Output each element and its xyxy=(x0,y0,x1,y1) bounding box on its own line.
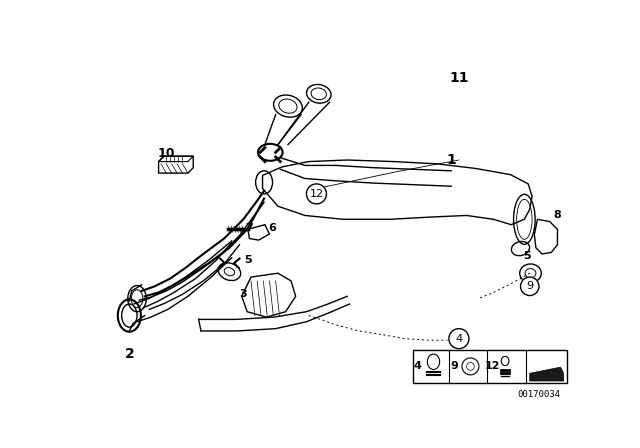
Text: 11: 11 xyxy=(449,71,468,86)
Text: 5: 5 xyxy=(523,250,531,260)
FancyBboxPatch shape xyxy=(413,350,566,383)
Text: 9: 9 xyxy=(526,281,533,291)
Polygon shape xyxy=(530,367,564,381)
Text: 1: 1 xyxy=(446,153,456,167)
Text: 2: 2 xyxy=(124,347,134,361)
Text: 7: 7 xyxy=(246,223,253,233)
Text: 4: 4 xyxy=(413,362,421,371)
Circle shape xyxy=(449,329,469,349)
Text: 10: 10 xyxy=(157,147,175,160)
Text: 9: 9 xyxy=(451,362,458,371)
Text: 12: 12 xyxy=(309,189,323,199)
Text: 6: 6 xyxy=(269,223,276,233)
Circle shape xyxy=(307,184,326,204)
Text: 8: 8 xyxy=(554,211,561,220)
Text: 5: 5 xyxy=(244,255,252,265)
Text: 12: 12 xyxy=(484,362,500,371)
Circle shape xyxy=(520,277,539,296)
Text: 4: 4 xyxy=(455,334,463,344)
Text: 00170034: 00170034 xyxy=(518,390,561,399)
Text: 3: 3 xyxy=(239,289,247,299)
